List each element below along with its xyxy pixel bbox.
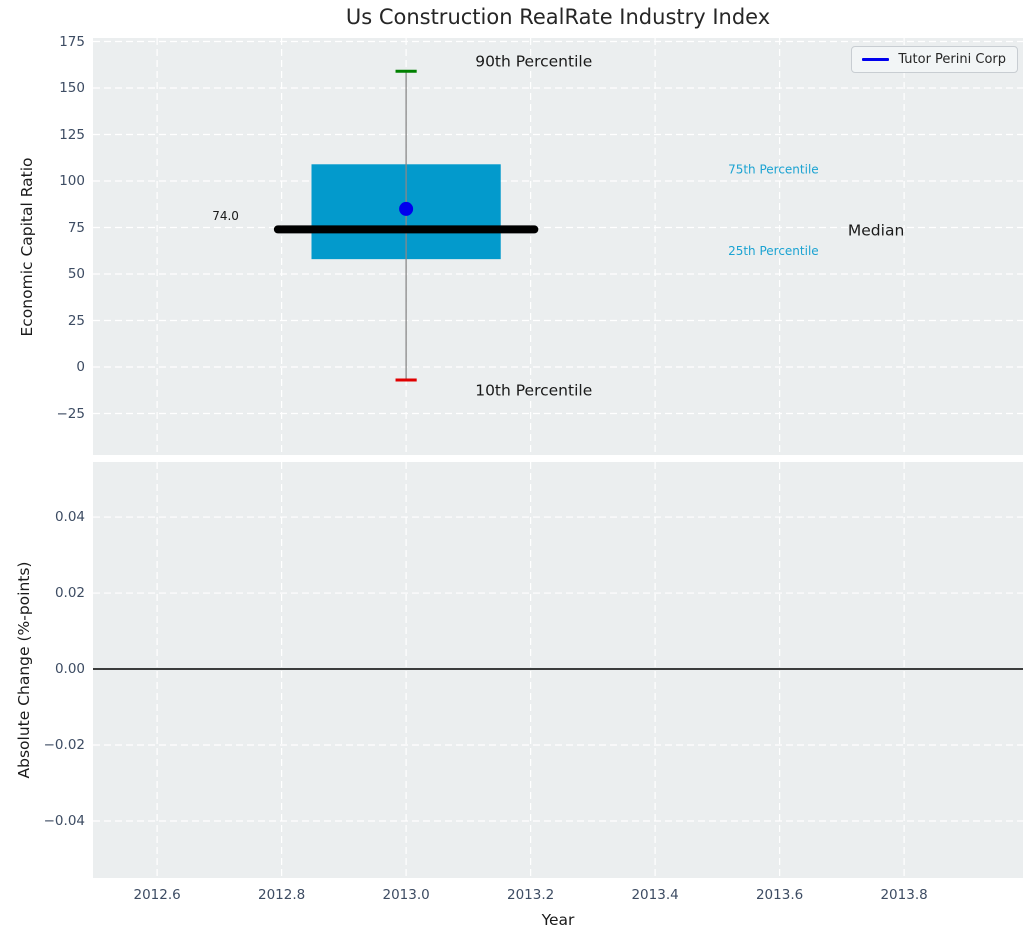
- annotation: 25th Percentile: [728, 244, 819, 258]
- y-tick-label-bottom: 0.02: [0, 584, 85, 602]
- legend: Tutor Perini Corp: [851, 46, 1018, 73]
- chart-title: Us Construction RealRate Industry Index: [93, 5, 1023, 29]
- y-tick-label-top: 175: [0, 33, 85, 51]
- annotation: 90th Percentile: [475, 52, 592, 70]
- x-axis-label: Year: [93, 911, 1023, 929]
- plot-area-bottom: [93, 462, 1023, 878]
- y-tick-label-top: 125: [0, 126, 85, 144]
- annotation: 74.0: [212, 209, 239, 223]
- x-tick-label: 2013.0: [361, 886, 451, 904]
- annotation: 10th Percentile: [475, 382, 592, 400]
- x-tick-label: 2013.8: [859, 886, 949, 904]
- x-tick-label: 2013.6: [735, 886, 825, 904]
- x-tick-label: 2013.2: [486, 886, 576, 904]
- legend-label: Tutor Perini Corp: [898, 52, 1006, 67]
- box-plot-canvas: 90th Percentile 10th Percentile 75th Perce…: [93, 38, 1023, 455]
- legend-line-icon: [862, 58, 889, 61]
- y-tick-label-top: −25: [0, 405, 85, 423]
- plot-area-top: 90th Percentile 10th Percentile 75th Perce…: [93, 38, 1023, 455]
- x-tick-label: 2013.4: [610, 886, 700, 904]
- y-tick-label-top: 25: [0, 312, 85, 330]
- y-tick-label-top: 100: [0, 172, 85, 190]
- annotation: Median: [848, 222, 904, 240]
- x-tick-label: 2012.6: [112, 886, 202, 904]
- y-tick-label-top: 50: [0, 265, 85, 283]
- y-tick-label-top: 150: [0, 79, 85, 97]
- y-tick-label-bottom: 0.04: [0, 508, 85, 526]
- company-point: [399, 202, 413, 216]
- change-plot-canvas: [93, 462, 1023, 878]
- chart-figure: Us Construction RealRate Industry Index …: [0, 0, 1034, 942]
- y-tick-label-bottom: −0.02: [0, 736, 85, 754]
- annotation: 75th Percentile: [728, 162, 819, 176]
- y-tick-label-top: 75: [0, 219, 85, 237]
- y-tick-label-bottom: −0.04: [0, 812, 85, 830]
- x-tick-label: 2012.8: [237, 886, 327, 904]
- y-tick-label-top: 0: [0, 358, 85, 376]
- y-tick-label-bottom: 0.00: [0, 660, 85, 678]
